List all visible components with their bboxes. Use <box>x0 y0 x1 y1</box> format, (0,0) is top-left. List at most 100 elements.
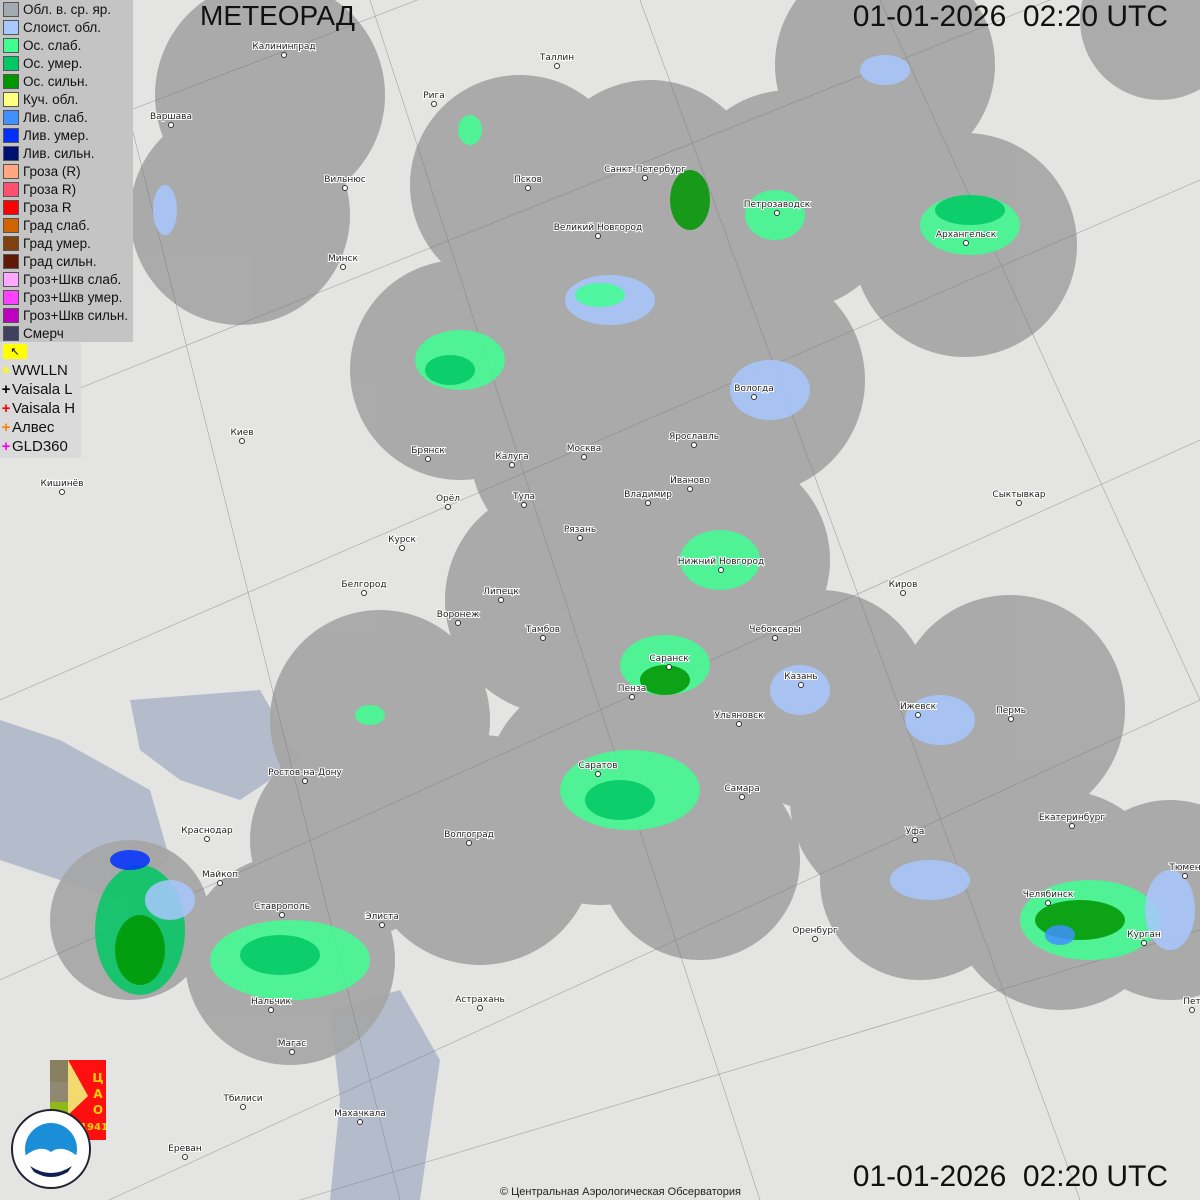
city-marker: Рязань <box>563 524 597 541</box>
city-dot <box>1189 1007 1195 1013</box>
city-dot <box>772 635 778 641</box>
city-dot <box>691 442 697 448</box>
city-marker: Калининград <box>251 41 317 58</box>
city-label: Варшава <box>150 112 192 122</box>
legend-item: Лив. сильн. <box>0 144 133 162</box>
legend-swatch <box>3 235 19 251</box>
city-marker: Вильнюс <box>323 174 367 191</box>
precipitation-echo <box>115 915 165 985</box>
lightning-cross-icon: + <box>1 400 11 417</box>
legend-swatch <box>3 307 19 323</box>
precipitation-echo <box>355 705 385 725</box>
precipitation-echo <box>585 780 655 820</box>
legend-item: Град умер. <box>0 234 133 252</box>
city-marker: Краснодар <box>180 825 234 842</box>
legend-swatch <box>3 145 19 161</box>
city-label: Петрозаводск <box>744 200 811 210</box>
lightning-cross-icon: + <box>1 438 11 455</box>
precipitation-echo <box>240 935 320 975</box>
city-dot <box>399 545 405 551</box>
city-label: Сыктывкар <box>992 490 1045 500</box>
city-dot <box>900 590 906 596</box>
city-marker: Минск <box>327 253 360 270</box>
city-dot <box>645 500 651 506</box>
lightning-network-item: + WWLLN <box>0 361 81 380</box>
city-dot <box>577 535 583 541</box>
city-dot <box>498 597 504 603</box>
lightning-cross-icon: + <box>1 381 11 398</box>
lightning-network-item: + GLD360 <box>0 437 81 456</box>
legend-item: Гроз+Шкв сильн. <box>0 306 133 324</box>
city-dot <box>302 778 308 784</box>
city-marker: Волгоград <box>443 829 495 846</box>
city-marker: Майкоп <box>201 869 239 886</box>
city-marker: Калуга <box>494 451 530 468</box>
precipitation-echo <box>145 880 195 920</box>
city-label: Екатеринбург <box>1039 813 1105 823</box>
city-label: Тбилиси <box>222 1094 262 1104</box>
city-dot <box>340 264 346 270</box>
city-marker: Псков <box>513 174 543 191</box>
city-dot <box>217 880 223 886</box>
city-label: Тула <box>512 492 535 502</box>
lightning-label: GLD360 <box>12 438 68 455</box>
lightning-cross-icon: + <box>1 419 11 436</box>
legend-item: Град слаб. <box>0 216 133 234</box>
radar-coverage-circle <box>130 105 350 325</box>
legend-label: Обл. в. ср. яр. <box>23 1 112 17</box>
legend-item: Лив. умер. <box>0 126 133 144</box>
legend-swatch <box>3 253 19 269</box>
city-marker: Махачкала <box>333 1108 387 1125</box>
city-dot <box>540 635 546 641</box>
city-dot <box>379 922 385 928</box>
city-dot <box>342 185 348 191</box>
city-dot <box>774 210 780 216</box>
legend-swatch <box>3 199 19 215</box>
city-dot <box>525 185 531 191</box>
city-label: Пет <box>1183 997 1200 1007</box>
city-marker: Великий Новгород <box>553 222 643 239</box>
precipitation-legend: Обл. в. ср. яр. Слоист. обл. Ос. слаб. Ос. … <box>0 0 133 342</box>
city-label: Махачкала <box>334 1109 386 1119</box>
legend-label: Град умер. <box>23 235 91 251</box>
city-label: Самара <box>724 784 759 794</box>
legend-label: Гроза (R) <box>23 163 81 179</box>
lightning-legend: ↖ + WWLLN + Vaisala L + Vaisala H + Алвес + GLD36… <box>0 342 81 458</box>
lightning-cross-icon: + <box>1 362 11 379</box>
city-label: Вильнюс <box>324 175 366 185</box>
svg-text:Ц: Ц <box>92 1071 103 1085</box>
city-marker: Саратов <box>577 760 619 777</box>
city-label: Иваново <box>670 476 710 486</box>
city-label: Кишинёв <box>40 479 83 489</box>
city-marker: Санкт-Петербург <box>603 164 687 181</box>
precipitation-echo <box>860 55 910 85</box>
city-label: Волгоград <box>444 830 494 840</box>
city-dot <box>666 664 672 670</box>
city-label: Таллин <box>539 53 574 63</box>
city-dot <box>798 682 804 688</box>
city-marker: Ярославль <box>668 431 720 448</box>
legend-swatch <box>3 37 19 53</box>
legend-label: Слоист. обл. <box>23 19 102 35</box>
city-marker: Ставрополь <box>253 901 311 918</box>
legend-label: Куч. обл. <box>23 91 79 107</box>
lightning-toggle-icon[interactable]: ↖ <box>3 344 27 359</box>
city-marker: Астрахань <box>454 994 506 1011</box>
legend-item: Град сильн. <box>0 252 133 270</box>
legend-label: Гроз+Шкв сильн. <box>23 307 129 323</box>
city-label: Минск <box>328 254 358 264</box>
city-dot <box>455 620 461 626</box>
radar-coverage-circle <box>250 740 450 940</box>
city-marker: Архангельск <box>935 229 998 246</box>
radar-echoes <box>95 55 1195 1000</box>
legend-label: Лив. сильн. <box>23 145 95 161</box>
city-dot <box>1045 900 1051 906</box>
city-marker: Сыктывкар <box>991 489 1047 506</box>
city-marker: Самара <box>723 783 761 800</box>
city-label: Челябинск <box>1023 890 1074 900</box>
legend-swatch <box>3 271 19 287</box>
city-marker: Москва <box>566 443 602 460</box>
city-dot <box>466 840 472 846</box>
city-dot <box>718 567 724 573</box>
